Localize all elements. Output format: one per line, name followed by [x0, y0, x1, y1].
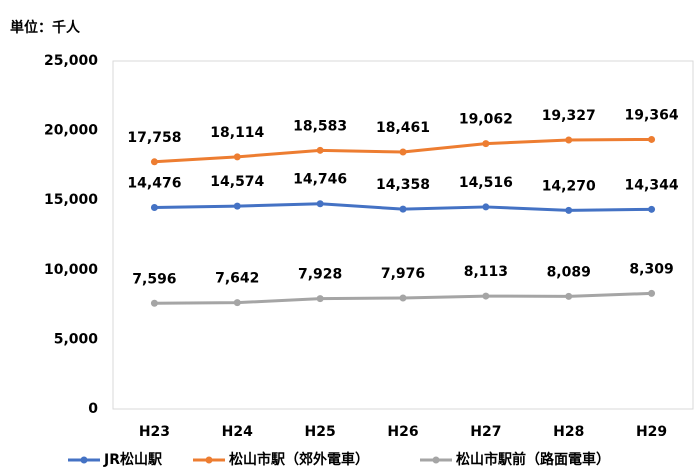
data-label: 7,976: [381, 266, 425, 282]
data-label: 8,309: [629, 261, 673, 277]
y-tick-label: 10,000: [44, 262, 98, 278]
data-point: [648, 205, 656, 213]
x-tick-label: H26: [387, 424, 418, 440]
data-point: [316, 200, 324, 208]
data-label: 18,583: [293, 118, 347, 134]
data-label: 19,364: [625, 107, 679, 123]
data-label: 14,746: [293, 172, 347, 188]
data-point: [482, 140, 490, 148]
y-tick-label: 5,000: [54, 331, 99, 347]
data-point: [316, 146, 324, 154]
x-tick-label: H23: [139, 424, 170, 440]
legend-marker: [205, 456, 213, 464]
data-point: [565, 292, 573, 300]
data-point: [150, 158, 158, 166]
data-label: 17,758: [127, 130, 181, 146]
data-point: [150, 299, 158, 307]
data-label: 14,270: [542, 178, 596, 194]
data-point: [565, 136, 573, 144]
data-point: [316, 295, 324, 303]
legend-label: JR松山駅: [103, 451, 163, 468]
data-label: 7,596: [132, 271, 176, 287]
data-label: 19,062: [459, 112, 513, 128]
data-label: 14,516: [459, 175, 513, 191]
data-label: 18,461: [376, 120, 430, 136]
y-tick-label: 15,000: [44, 192, 98, 208]
data-point: [399, 205, 407, 213]
y-tick-label: 0: [88, 401, 98, 417]
data-label: 14,344: [625, 177, 679, 193]
data-label: 18,114: [210, 125, 264, 141]
data-point: [482, 292, 490, 300]
x-tick-label: H27: [470, 424, 501, 440]
legend-marker: [432, 456, 440, 464]
data-label: 7,642: [215, 271, 259, 287]
x-tick-label: H24: [222, 424, 253, 440]
data-point: [482, 203, 490, 211]
data-label: 19,327: [542, 108, 596, 124]
data-label: 8,089: [547, 264, 591, 280]
data-label: 7,928: [298, 267, 342, 283]
data-point: [233, 153, 241, 161]
y-tick-label: 25,000: [44, 53, 98, 69]
legend-label: 松山市駅前（路面電車）: [456, 451, 610, 468]
x-tick-label: H28: [553, 424, 584, 440]
data-label: 14,574: [210, 174, 264, 190]
data-label: 8,113: [464, 264, 508, 280]
data-label: 14,358: [376, 177, 430, 193]
x-tick-label: H29: [636, 424, 667, 440]
plot-frame: [112, 60, 694, 410]
data-point: [648, 135, 656, 143]
data-point: [565, 206, 573, 214]
y-tick-label: 20,000: [44, 123, 98, 139]
x-tick-label: H25: [305, 424, 336, 440]
unit-label: 単位：千人: [10, 19, 81, 36]
data-point: [399, 148, 407, 156]
data-point: [399, 294, 407, 302]
legend-marker: [80, 456, 88, 464]
data-point: [648, 289, 656, 297]
data-label: 14,476: [127, 175, 181, 191]
data-point: [233, 202, 241, 210]
legend-label: 松山市駅（郊外電車）: [229, 451, 369, 468]
data-point: [233, 299, 241, 307]
data-point: [150, 203, 158, 211]
